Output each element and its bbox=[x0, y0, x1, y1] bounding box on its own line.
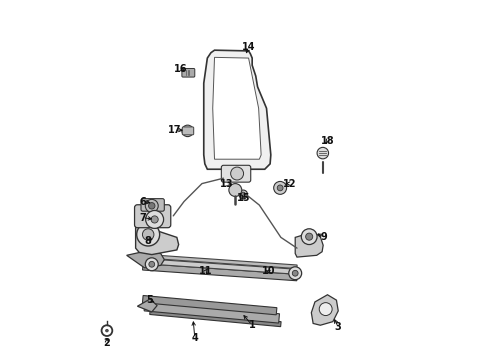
Circle shape bbox=[306, 233, 313, 240]
Text: 4: 4 bbox=[192, 333, 198, 343]
Text: 9: 9 bbox=[320, 232, 327, 242]
Text: 10: 10 bbox=[262, 266, 275, 276]
Circle shape bbox=[231, 167, 244, 180]
Polygon shape bbox=[213, 57, 261, 159]
Polygon shape bbox=[143, 254, 297, 269]
Text: 1: 1 bbox=[249, 320, 256, 330]
Circle shape bbox=[301, 229, 317, 244]
Circle shape bbox=[149, 261, 155, 267]
Polygon shape bbox=[136, 223, 179, 255]
Text: 14: 14 bbox=[242, 42, 255, 52]
Circle shape bbox=[317, 147, 329, 159]
Text: 8: 8 bbox=[145, 236, 151, 246]
Circle shape bbox=[274, 181, 287, 194]
FancyBboxPatch shape bbox=[182, 127, 194, 135]
Polygon shape bbox=[143, 264, 297, 281]
Circle shape bbox=[277, 185, 283, 191]
Text: 6: 6 bbox=[140, 197, 146, 207]
Polygon shape bbox=[150, 310, 281, 327]
Circle shape bbox=[146, 258, 158, 271]
Text: 18: 18 bbox=[320, 136, 334, 145]
Text: 13: 13 bbox=[220, 179, 234, 189]
FancyBboxPatch shape bbox=[141, 199, 164, 211]
Text: 5: 5 bbox=[147, 295, 153, 305]
FancyBboxPatch shape bbox=[135, 205, 171, 228]
FancyBboxPatch shape bbox=[182, 68, 195, 77]
Polygon shape bbox=[143, 258, 297, 274]
Circle shape bbox=[293, 270, 298, 276]
FancyBboxPatch shape bbox=[221, 165, 251, 182]
Circle shape bbox=[151, 216, 158, 223]
Circle shape bbox=[143, 229, 154, 240]
Circle shape bbox=[146, 211, 164, 228]
Text: 11: 11 bbox=[199, 266, 212, 276]
Polygon shape bbox=[126, 252, 164, 268]
Circle shape bbox=[229, 184, 242, 197]
Text: 3: 3 bbox=[335, 322, 342, 332]
Polygon shape bbox=[295, 232, 323, 257]
Circle shape bbox=[239, 190, 247, 199]
Circle shape bbox=[137, 223, 160, 246]
Polygon shape bbox=[311, 295, 338, 325]
Text: 15: 15 bbox=[237, 193, 250, 203]
Circle shape bbox=[146, 199, 158, 212]
Text: 16: 16 bbox=[173, 64, 187, 74]
Text: 7: 7 bbox=[140, 213, 146, 222]
Circle shape bbox=[148, 203, 155, 209]
Text: 17: 17 bbox=[169, 125, 182, 135]
Text: 2: 2 bbox=[103, 338, 110, 348]
Polygon shape bbox=[137, 299, 157, 312]
Circle shape bbox=[105, 329, 108, 332]
Circle shape bbox=[182, 125, 194, 136]
Text: 12: 12 bbox=[283, 179, 296, 189]
Polygon shape bbox=[144, 302, 279, 323]
Polygon shape bbox=[204, 50, 271, 169]
Circle shape bbox=[319, 303, 332, 316]
Circle shape bbox=[241, 192, 245, 197]
Circle shape bbox=[289, 267, 302, 280]
Polygon shape bbox=[143, 296, 277, 315]
